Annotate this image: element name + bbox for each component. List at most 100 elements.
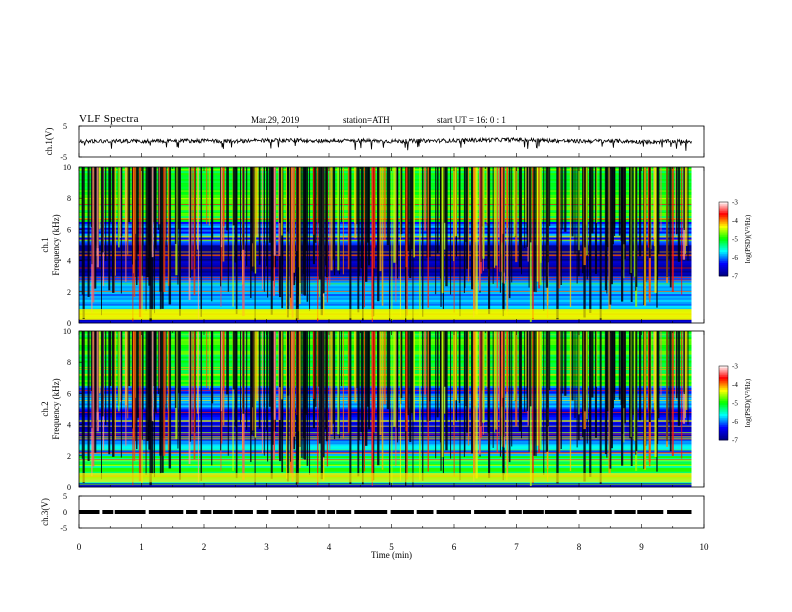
sferic-streak	[549, 331, 551, 391]
colorbar-cell	[719, 250, 728, 253]
ch3-signal-segment	[296, 510, 316, 514]
sferic-streak	[159, 331, 162, 474]
sferic-streak	[373, 331, 375, 433]
colorbar-cell	[719, 430, 728, 433]
sferic-streak	[675, 331, 677, 401]
sferic-streak	[365, 167, 368, 282]
sferic-streak	[263, 167, 265, 243]
sferic-streak	[499, 331, 502, 457]
sferic-streak	[475, 331, 478, 479]
sferic-streak	[285, 167, 288, 315]
sferic-streak	[656, 331, 659, 444]
colorbar-tick-label: -3	[732, 363, 738, 371]
transmitter-line	[79, 437, 692, 439]
sferic-streak	[379, 167, 382, 272]
sferic-streak	[349, 167, 352, 320]
sferic-streak	[127, 331, 129, 419]
colorbar-cell	[719, 371, 728, 374]
sferic-streak	[383, 331, 386, 405]
sferic-streak	[325, 331, 328, 442]
sferic-streak	[136, 167, 138, 286]
sferic-streak	[200, 331, 203, 481]
sferic-streak	[391, 167, 393, 321]
sferic-streak	[349, 331, 352, 484]
band-strip	[79, 414, 692, 418]
sferic-streak	[322, 331, 325, 458]
sferic-streak	[258, 167, 261, 265]
sferic-streak	[419, 331, 421, 481]
sferic-streak	[174, 167, 177, 244]
sferic-streak	[536, 167, 539, 282]
sferic-streak	[629, 331, 631, 425]
sferic-streak	[93, 167, 95, 249]
sferic-streak	[105, 331, 107, 425]
ch2-freq-axis-label: Frequency (kHz)	[51, 378, 61, 439]
sferic-streak	[511, 331, 513, 447]
sferic-streak	[163, 331, 166, 456]
sferic-streak	[669, 331, 672, 452]
sferic-streak	[256, 331, 259, 401]
band-strip	[79, 301, 692, 304]
sferic-streak	[151, 331, 154, 422]
sferic-streak	[223, 167, 225, 227]
sferic-streak	[454, 331, 457, 401]
ch3-signal-segment	[390, 510, 414, 514]
sferic-streak	[267, 331, 269, 462]
sferic-streak	[329, 331, 331, 450]
colorbar-cell	[719, 377, 728, 380]
colorbar-cell	[719, 378, 728, 382]
sferic-streak	[108, 331, 111, 455]
transmitter-line	[79, 276, 692, 278]
sferic-streak	[333, 331, 336, 440]
sferic-streak	[120, 167, 122, 294]
band-strip	[79, 241, 692, 244]
colorbar-cell	[719, 436, 728, 439]
sferic-streak	[356, 331, 358, 389]
sferic-streak	[167, 331, 170, 450]
band-strip	[79, 469, 692, 472]
sferic-streak	[301, 167, 303, 294]
ch3-signal-segment	[336, 510, 352, 514]
sferic-streak	[263, 331, 265, 407]
colorbar-cell	[719, 263, 728, 266]
sferic-streak	[119, 167, 122, 238]
sferic-streak	[668, 167, 670, 260]
ch3-y-tick-label: 0	[63, 508, 67, 517]
sferic-streak	[381, 331, 384, 470]
sferic-streak	[253, 331, 255, 437]
sferic-streak	[94, 167, 97, 247]
sferic-streak	[482, 331, 485, 423]
band-strip	[79, 448, 692, 451]
colorbar-cell	[719, 369, 728, 372]
band-strip	[79, 442, 692, 445]
sferic-streak	[90, 167, 92, 227]
sferic-streak	[630, 167, 633, 302]
sferic-streak	[419, 167, 421, 317]
x-tick-label: 3	[264, 542, 269, 552]
sferic-streak	[136, 331, 138, 450]
sferic-streak	[196, 167, 198, 250]
sferic-streak	[465, 167, 467, 243]
sferic-streak	[360, 167, 363, 269]
sferic-streak	[480, 331, 482, 426]
sferic-streak	[167, 167, 170, 286]
sferic-streak	[666, 167, 668, 278]
sferic-streak	[422, 331, 424, 481]
sferic-streak	[256, 167, 259, 237]
sferic-streak	[291, 331, 294, 482]
colorbar-cell	[719, 222, 728, 225]
band-strip	[79, 416, 692, 420]
sferic-streak	[165, 167, 167, 247]
sferic-streak	[596, 331, 598, 387]
sferic-streak	[478, 331, 481, 455]
sferic-streak	[320, 167, 323, 316]
sferic-streak	[393, 331, 396, 427]
sferic-streak	[232, 167, 234, 307]
sferic-streak	[96, 167, 99, 256]
sferic-streak	[684, 331, 686, 418]
sferic-streak	[112, 167, 115, 293]
sferic-streak	[445, 331, 448, 451]
colorbar-cell	[719, 253, 728, 257]
colorbar-cell	[719, 261, 728, 264]
sferic-streak	[397, 331, 399, 443]
